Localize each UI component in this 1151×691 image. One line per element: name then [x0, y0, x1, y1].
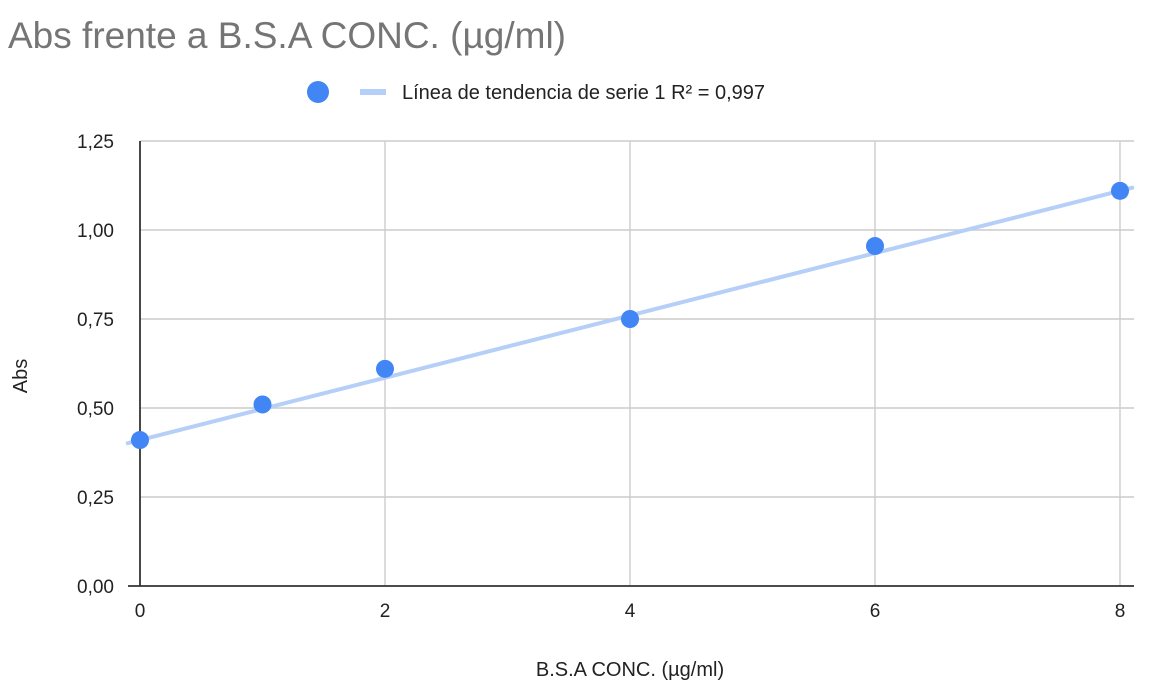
axes	[128, 141, 1134, 587]
x-tick-label: 0	[135, 601, 146, 622]
y-tick-label: 0,75	[77, 310, 114, 331]
legend-trendline-swatch	[360, 89, 386, 95]
y-tick-label: 1,25	[77, 132, 114, 153]
data-point	[621, 310, 639, 328]
y-tick-label: 0,25	[77, 488, 114, 509]
data-points	[131, 181, 1129, 450]
x-tick-label: 4	[625, 601, 636, 622]
x-tick-label: 6	[870, 601, 881, 622]
data-point	[253, 395, 272, 414]
data-point	[866, 237, 884, 256]
data-point	[131, 431, 149, 450]
x-axis-label: B.S.A CONC. (µg/ml)	[536, 659, 724, 681]
legend-trendline-label: Línea de tendencia de serie 1 R² = 0,997	[402, 82, 765, 104]
data-point	[1111, 181, 1129, 200]
x-tick-label: 8	[1115, 601, 1126, 622]
y-tick-label: 1,00	[77, 221, 114, 242]
y-tick-label: 0,50	[77, 399, 114, 420]
data-point	[376, 359, 394, 378]
legend-series-marker	[307, 81, 329, 103]
y-axis-label: Abs	[10, 359, 32, 393]
chart-title: Abs frente a B.S.A CONC. (µg/ml)	[8, 15, 566, 56]
x-tick-label: 2	[380, 601, 391, 622]
y-tick-label: 0,00	[77, 577, 114, 598]
legend: Línea de tendencia de serie 1 R² = 0,997	[307, 81, 765, 104]
gridlines	[140, 140, 1134, 586]
tick-labels: 0,00 0,25 0,50 0,75 1,00 1,25 0 2 4 6 8	[77, 132, 1125, 622]
